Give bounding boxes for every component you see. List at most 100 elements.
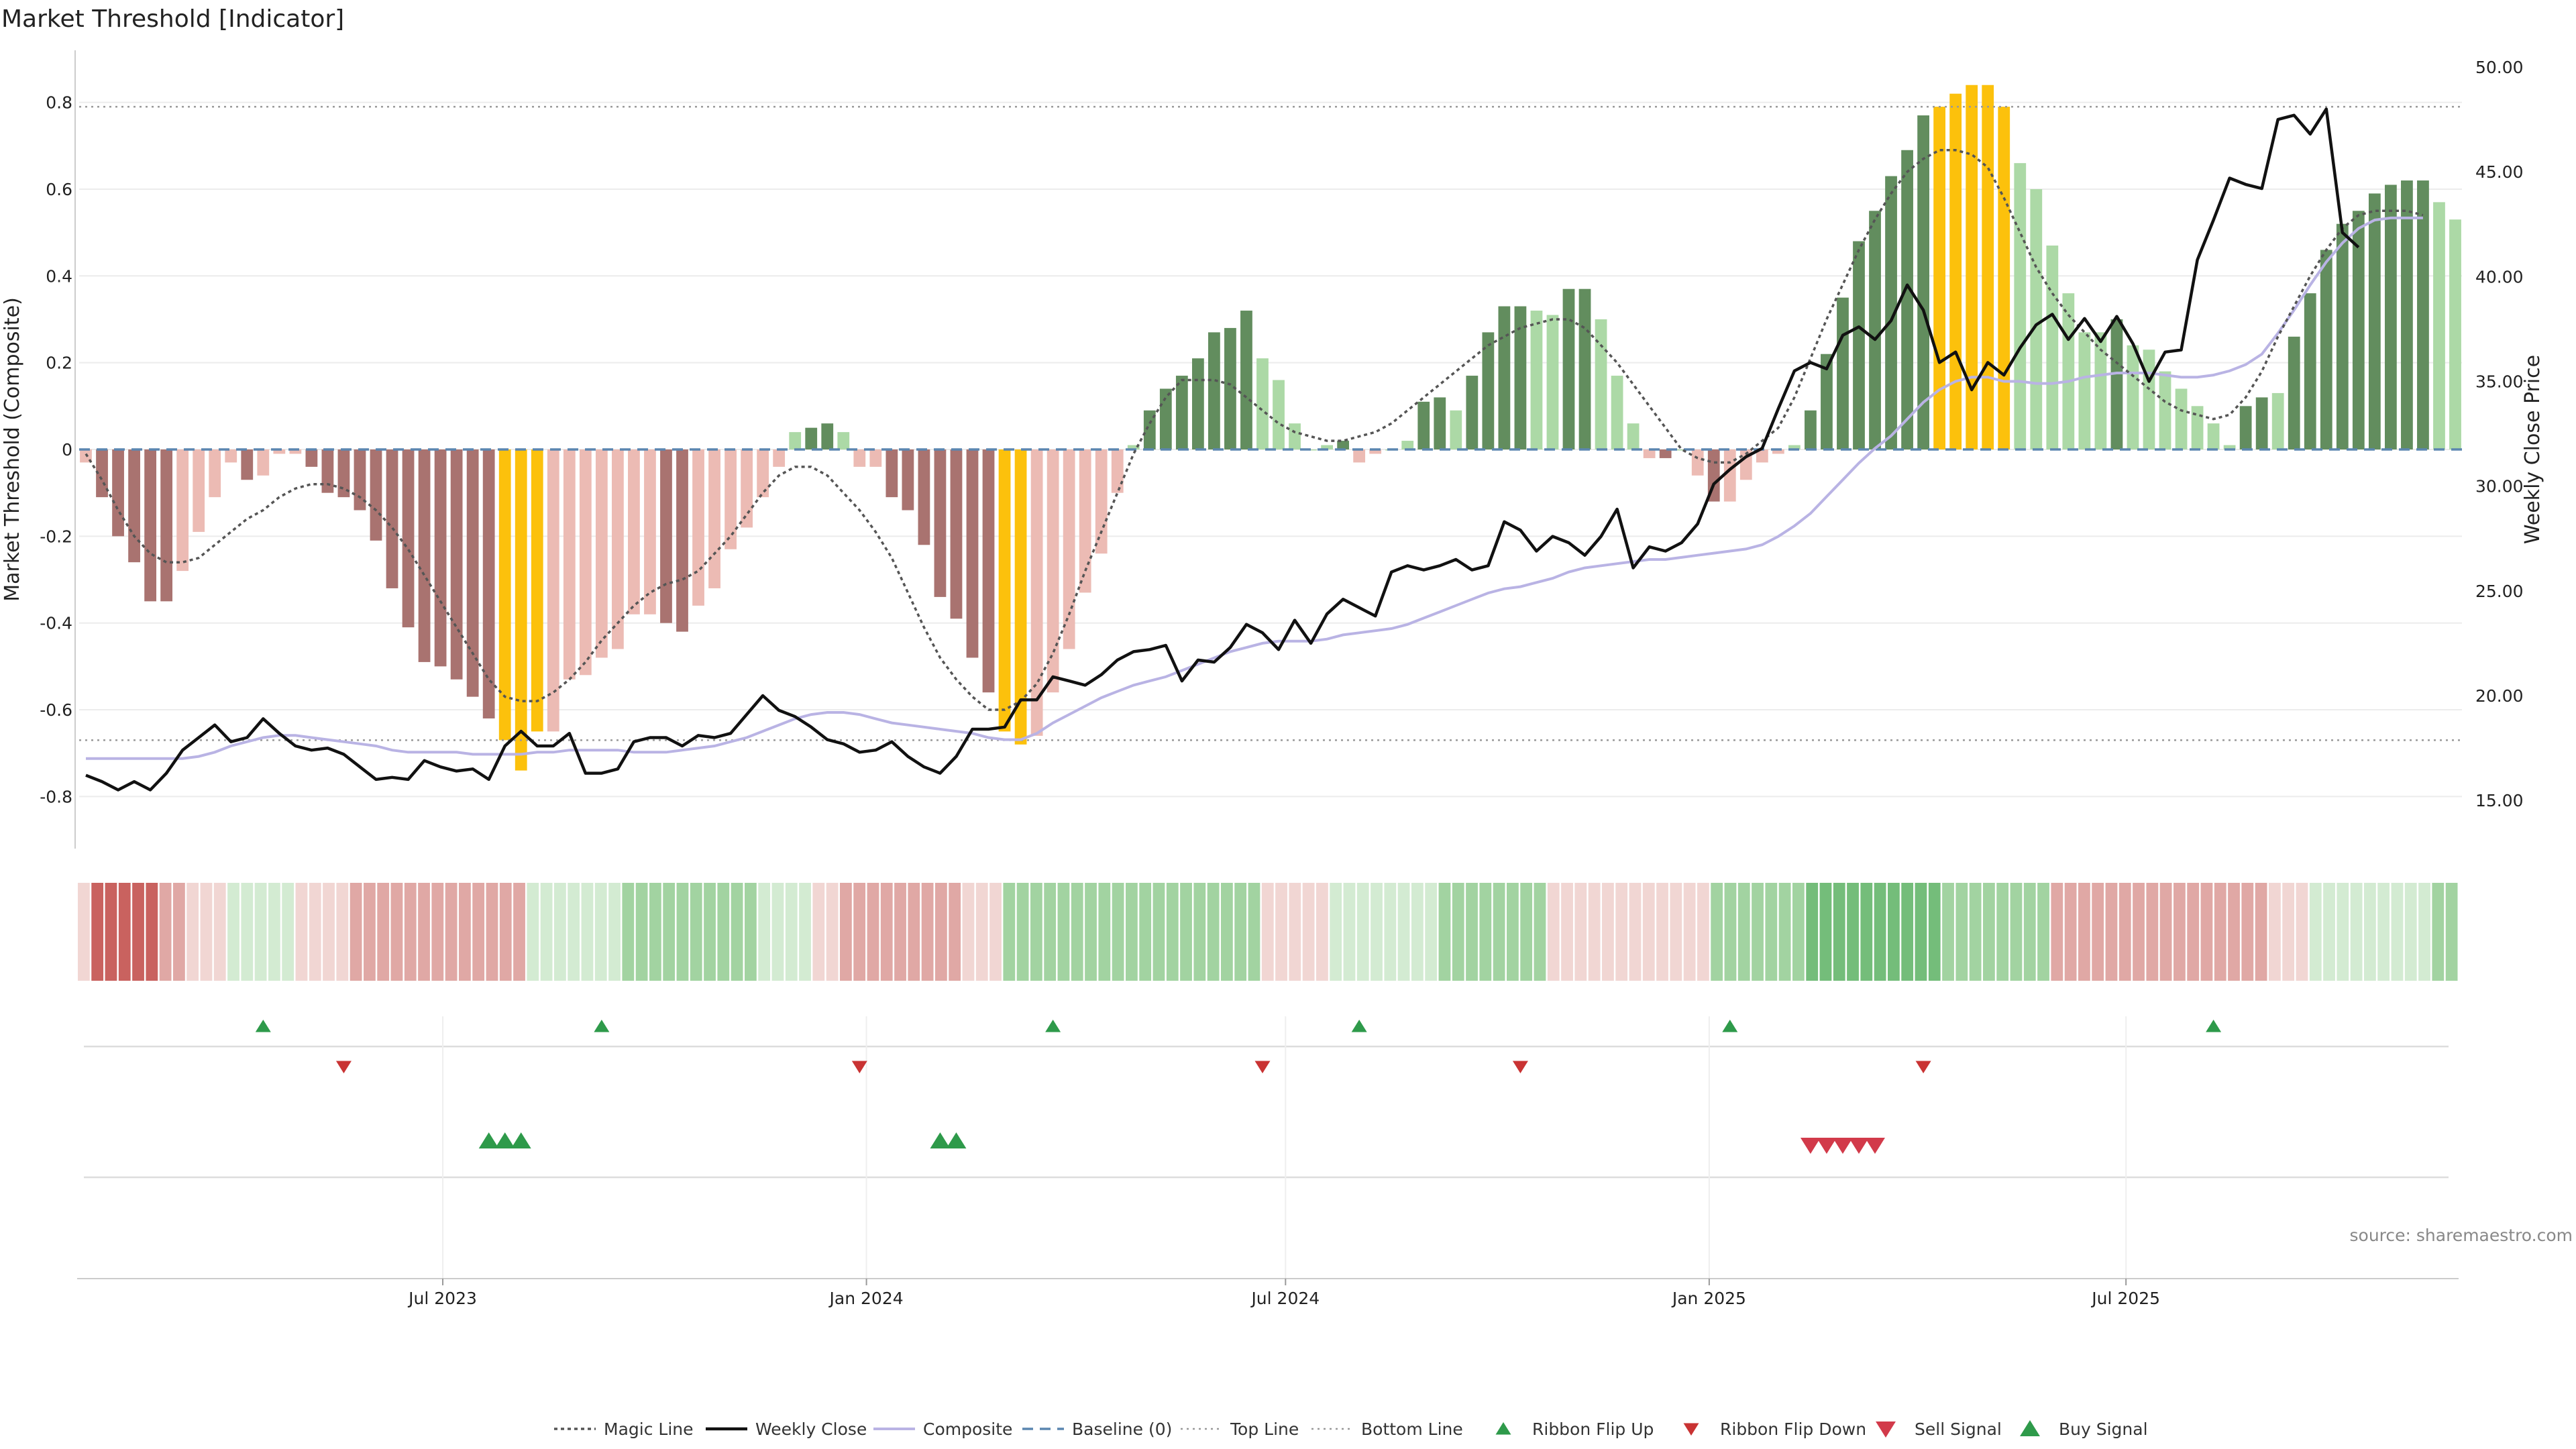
ribbon-cell (581, 883, 594, 981)
composite-bar (1466, 376, 1479, 449)
composite-bar (660, 449, 672, 623)
ribbon-cell (404, 883, 417, 981)
composite-bar (2046, 246, 2059, 449)
ribbon-cell (975, 883, 988, 981)
composite-bar (950, 449, 963, 619)
right-y-tick-label: 45.00 (2475, 162, 2524, 182)
ribbon-cell (2078, 883, 2090, 981)
ribbon-flip-up-marker (255, 1020, 271, 1032)
ribbon-cell (935, 883, 947, 981)
composite-bar (1417, 401, 1430, 449)
legend-label: Sell Signal (1915, 1419, 2002, 1439)
ribbon-cell (1819, 883, 1832, 981)
ribbon-cell (2064, 883, 2077, 981)
composite-bar (176, 449, 189, 572)
composite-bar (1739, 449, 1752, 480)
ribbon-cell (173, 883, 185, 981)
ribbon-cell (717, 883, 730, 981)
ribbon-cell (1915, 883, 1927, 981)
ribbon-cell (2282, 883, 2295, 981)
ribbon-cell (186, 883, 199, 981)
composite-bar (2191, 406, 2204, 449)
composite-bar (1578, 288, 1591, 449)
ribbon-cell (1507, 883, 1519, 981)
ribbon-cell (2364, 883, 2376, 981)
ribbon-cell (908, 883, 920, 981)
legend-label: Baseline (0) (1072, 1419, 1172, 1439)
ribbon-cell (2174, 883, 2186, 981)
buy-signal-marker (930, 1132, 951, 1149)
ribbon-flip-down-marker (851, 1061, 867, 1073)
composite-bar (547, 449, 559, 732)
composite-bar (1063, 449, 1075, 649)
ribbon-cell (799, 883, 811, 981)
ribbon-cell (2010, 883, 2023, 981)
ribbon-cell (1833, 883, 1845, 981)
ribbon-cell (840, 883, 852, 981)
ribbon-cell (1371, 883, 1383, 981)
ribbon-cell (1520, 883, 1533, 981)
ribbon-cell (1112, 883, 1124, 981)
composite-bar (1450, 410, 1462, 449)
composite-bar (321, 449, 334, 493)
composite-bar (2030, 189, 2043, 449)
ribbon-cell (132, 883, 144, 981)
ribbon-cell (2228, 883, 2240, 981)
ribbon-cell (1030, 883, 1042, 981)
sell-signal-marker (1865, 1137, 1885, 1154)
composite-bar (1159, 388, 1172, 449)
composite-bar (1805, 410, 1817, 449)
ribbon-cell (1302, 883, 1315, 981)
ribbon-flip-up-marker (594, 1020, 610, 1032)
ribbon-cell (2118, 883, 2131, 981)
composite-bar (1885, 176, 1897, 449)
sell-signal-marker (1816, 1137, 1837, 1154)
sell-signal-marker (1800, 1137, 1821, 1154)
legend-label: Composite (923, 1419, 1012, 1439)
ribbon-cell (2350, 883, 2363, 981)
legend-triangle-up-icon (1495, 1422, 1511, 1435)
right-y-axis-label: Weekly Close Price (2521, 355, 2544, 544)
legend-buy-triangle-icon (2020, 1420, 2040, 1437)
ribbon-cell (459, 883, 471, 981)
composite-bar (402, 449, 415, 628)
ribbon-cell (2323, 883, 2335, 981)
ribbon-cell (350, 883, 362, 981)
signal-rows (84, 1016, 2449, 1278)
buy-signal-marker (946, 1132, 967, 1149)
left-y-axis-label: Market Threshold (Composite) (1, 297, 24, 602)
x-tick-label: Jul 2025 (2090, 1289, 2160, 1308)
ribbon-cell (1057, 883, 1070, 981)
x-tick-label: Jul 2024 (1250, 1289, 1320, 1308)
composite-bar (1949, 93, 1962, 449)
legend-label: Weekly Close (755, 1419, 867, 1439)
ribbon-cell (1629, 883, 1642, 981)
composite-bar (1595, 319, 1607, 449)
ribbon-cell (649, 883, 661, 981)
composite-bar (563, 449, 576, 680)
left-y-tick-label: -0.8 (40, 787, 72, 806)
ribbon-cell (418, 883, 430, 981)
composite-bar (2368, 193, 2381, 449)
ribbon-cell (921, 883, 934, 981)
composite-bar (2352, 211, 2365, 449)
ribbon-cell (1778, 883, 1791, 981)
ribbon-cell (282, 883, 294, 981)
composite-bar (354, 449, 366, 511)
ribbon-cell (867, 883, 879, 981)
composite-bar (2304, 293, 2316, 449)
ribbon-cell (1874, 883, 1886, 981)
ribbon-cell (1356, 883, 1369, 981)
ribbon-cell (2200, 883, 2213, 981)
composite-bar (2401, 180, 2413, 449)
ribbon-cell (2023, 883, 2036, 981)
ribbon-cell (1493, 883, 1505, 981)
composite-bar (241, 449, 254, 480)
composite-bar (193, 449, 205, 532)
composite-bar (869, 449, 882, 467)
ribbon-cell (568, 883, 580, 981)
composite-bar (450, 449, 463, 680)
composite-bar (1611, 376, 1623, 449)
ribbon-cell (105, 883, 117, 981)
composite-bar (595, 449, 608, 658)
